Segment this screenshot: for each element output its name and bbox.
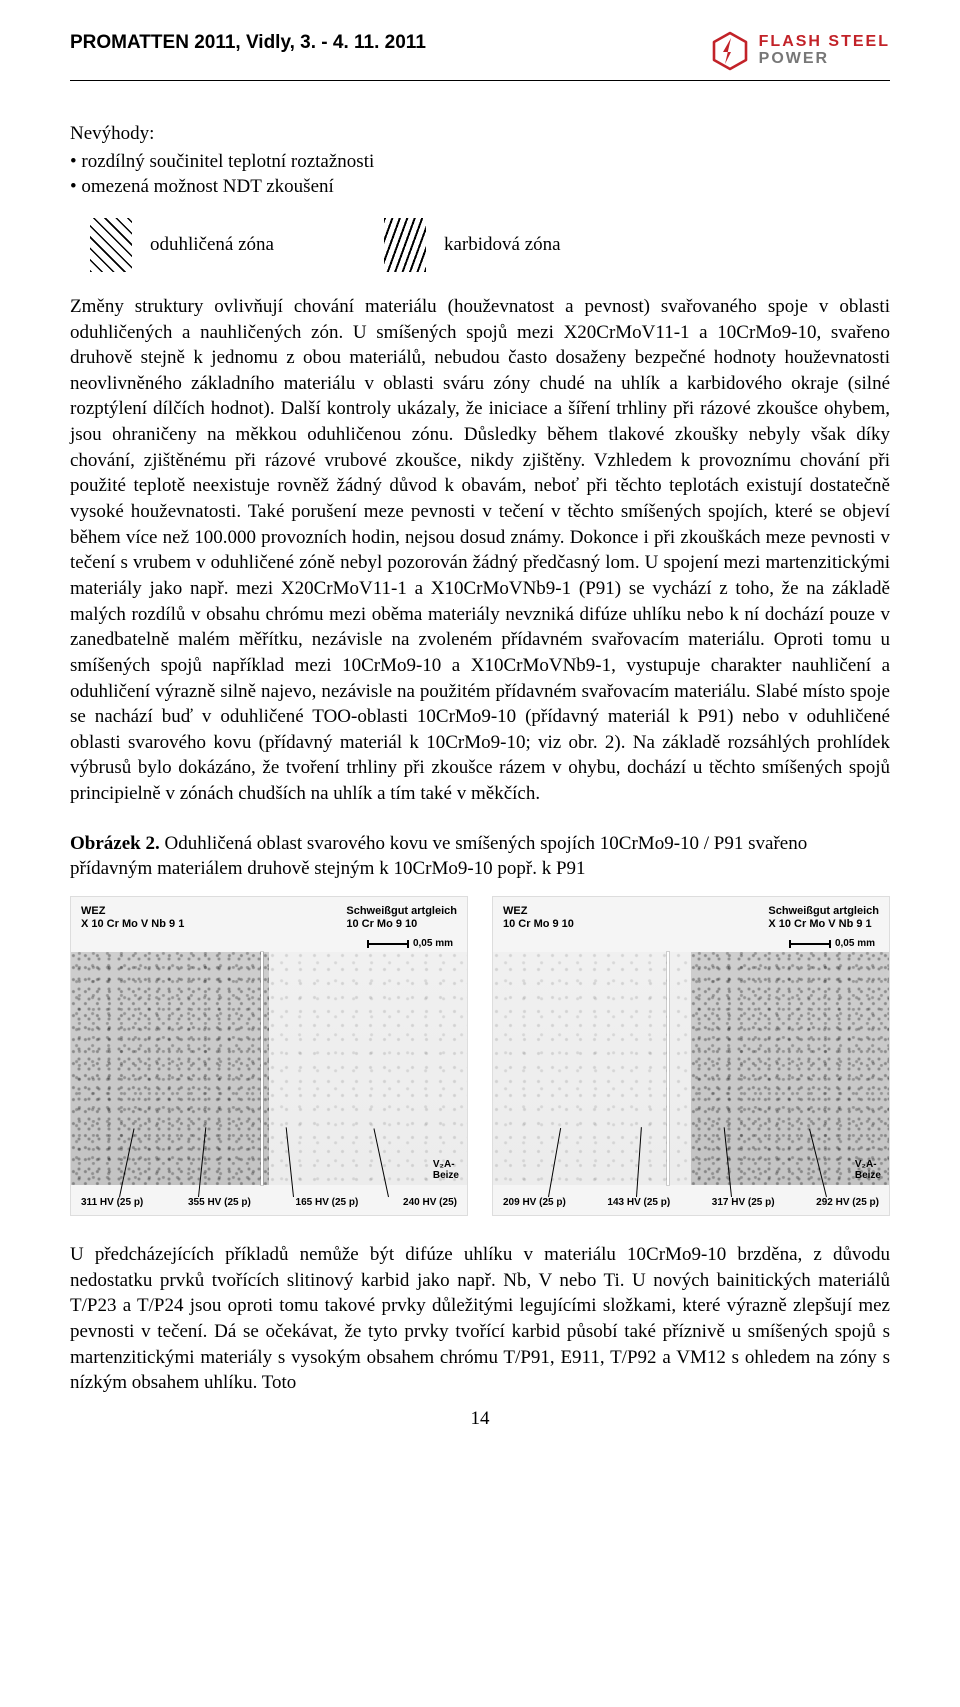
hardness-value: 165 HV (25 p)	[296, 1196, 359, 1210]
disadvantages-heading: Nevýhody:	[70, 121, 890, 147]
hardness-value: 317 HV (25 p)	[712, 1196, 775, 1210]
panel-right-top-labels: WEZ 10 Cr Mo 9 10 Schweißgut artgleich X…	[503, 905, 879, 931]
etchant-label-left: V₂A-Beize	[433, 1159, 459, 1181]
panel-left-top-left: WEZ X 10 Cr Mo V Nb 9 1	[81, 905, 184, 931]
header-rule	[70, 80, 890, 81]
panel-left-top-labels: WEZ X 10 Cr Mo V Nb 9 1 Schweißgut artgl…	[81, 905, 457, 931]
scale-bar-icon	[367, 943, 409, 945]
micrograph-left-half	[71, 952, 269, 1185]
weld-metal-label: Schweißgut artgleich	[768, 905, 879, 918]
weld-grade-label: X 10 Cr Mo V Nb 9 1	[768, 918, 879, 931]
panel-left-hardness-row: 311 HV (25 p) 355 HV (25 p) 165 HV (25 p…	[81, 1196, 457, 1210]
header-row: PROMATTEN 2011, Vidly, 3. - 4. 11. 2011 …	[70, 30, 890, 72]
figure-2-caption-label: Obrázek 2.	[70, 833, 160, 854]
figure-2-panels: WEZ X 10 Cr Mo V Nb 9 1 Schweißgut artgl…	[70, 896, 890, 1216]
brand-logo: FLASH STEEL POWER	[709, 30, 890, 72]
main-paragraph: Změny struktury ovlivňují chování materi…	[70, 294, 890, 807]
carbide-hatch-icon	[384, 218, 426, 272]
scale-bar-label: 0,05 mm	[835, 937, 875, 951]
hardness-value: 240 HV (25)	[403, 1196, 457, 1210]
scale-bar-label: 0,05 mm	[413, 937, 453, 951]
flash-steel-logo-icon	[709, 30, 751, 72]
scale-bar-right: 0,05 mm	[789, 937, 875, 951]
micrograph-left-half	[493, 952, 691, 1185]
wez-label: WEZ	[81, 905, 184, 918]
panel-left-top-right: Schweißgut artgleich 10 Cr Mo 9 10	[346, 905, 457, 931]
scale-bar-icon	[789, 943, 831, 945]
figure-2-caption: Obrázek 2. Oduhličená oblast svarového k…	[70, 831, 890, 882]
figure-2-panel-right: WEZ 10 Cr Mo 9 10 Schweißgut artgleich X…	[492, 896, 890, 1216]
carbide-zone-label: karbidová zóna	[444, 232, 561, 258]
brand-name-bottom: POWER	[759, 51, 890, 68]
closing-paragraph: U předcházejících příkladů nemůže být di…	[70, 1242, 890, 1396]
etchant-label-right: V₂A-Beize	[855, 1159, 881, 1181]
fusion-line	[261, 952, 263, 1185]
hardness-value: 209 HV (25 p)	[503, 1196, 566, 1210]
panel-right-top-left: WEZ 10 Cr Mo 9 10	[503, 905, 574, 931]
micrograph-right-half	[269, 952, 467, 1185]
weld-grade-label: 10 Cr Mo 9 10	[346, 918, 457, 931]
figure-2-panel-left: WEZ X 10 Cr Mo V Nb 9 1 Schweißgut artgl…	[70, 896, 468, 1216]
base-material-label: 10 Cr Mo 9 10	[503, 918, 574, 931]
panel-right-hardness-row: 209 HV (25 p) 143 HV (25 p) 317 HV (25 p…	[503, 1196, 879, 1210]
brand-text: FLASH STEEL POWER	[759, 34, 890, 68]
decarb-hatch-icon	[90, 218, 132, 272]
page-number: 14	[70, 1406, 890, 1432]
fusion-line	[667, 952, 669, 1185]
zone-right: karbidová zóna	[384, 218, 561, 272]
hardness-value: 292 HV (25 p)	[816, 1196, 879, 1210]
wez-label: WEZ	[503, 905, 574, 918]
disadvantage-item-1: • rozdílný součinitel teplotní roztažnos…	[70, 149, 890, 175]
zone-left: oduhličená zóna	[90, 218, 274, 272]
scale-bar-left: 0,05 mm	[367, 937, 453, 951]
decarb-zone-label: oduhličená zóna	[150, 232, 274, 258]
brand-name-top: FLASH STEEL	[759, 34, 890, 51]
weld-metal-label: Schweißgut artgleich	[346, 905, 457, 918]
zone-legend-row: oduhličená zóna karbidová zóna	[90, 218, 890, 272]
panel-right-top-right: Schweißgut artgleich X 10 Cr Mo V Nb 9 1	[768, 905, 879, 931]
hardness-value: 355 HV (25 p)	[188, 1196, 251, 1210]
conference-title: PROMATTEN 2011, Vidly, 3. - 4. 11. 2011	[70, 30, 426, 56]
hardness-value: 143 HV (25 p)	[607, 1196, 670, 1210]
micrograph-right-half	[691, 952, 889, 1185]
page: PROMATTEN 2011, Vidly, 3. - 4. 11. 2011 …	[0, 0, 960, 1462]
hardness-value: 311 HV (25 p)	[81, 1196, 143, 1210]
base-material-label: X 10 Cr Mo V Nb 9 1	[81, 918, 184, 931]
figure-2-caption-text: Oduhličená oblast svarového kovu ve smíš…	[70, 833, 807, 880]
disadvantage-item-2: • omezená možnost NDT zkoušení	[70, 174, 890, 200]
